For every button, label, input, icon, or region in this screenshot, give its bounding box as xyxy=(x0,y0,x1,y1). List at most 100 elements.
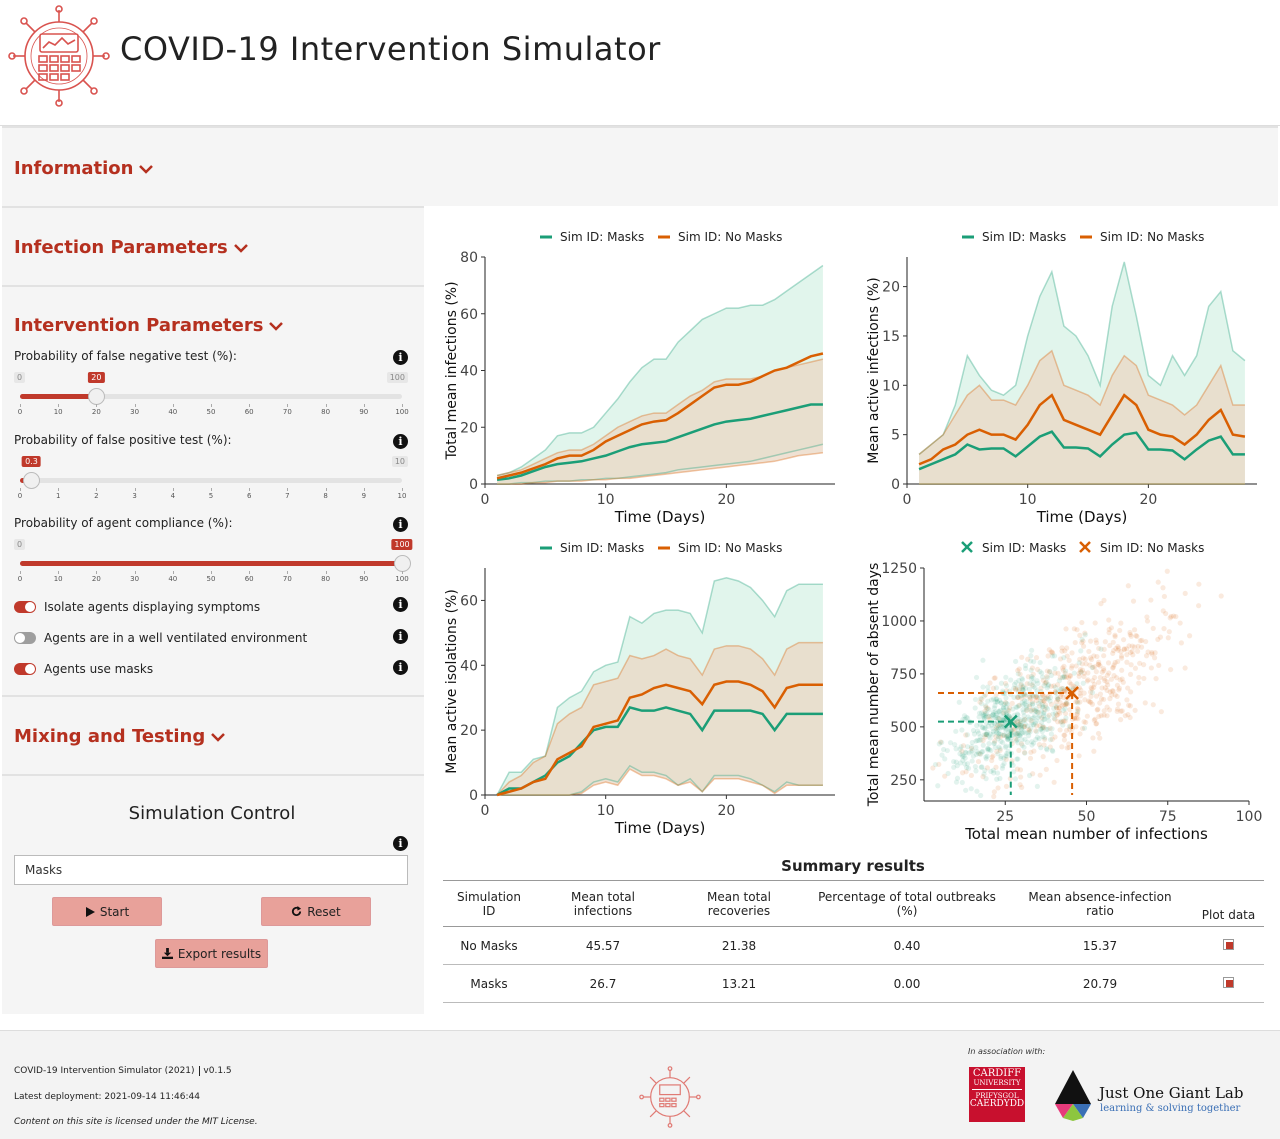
scatter-point xyxy=(1110,688,1116,694)
scatter-point xyxy=(954,763,960,769)
scatter-point xyxy=(1019,700,1025,706)
scatter-point xyxy=(1150,625,1156,632)
slider-tick-label: 100 xyxy=(395,408,409,416)
scatter-point xyxy=(941,746,947,753)
scatter-point xyxy=(1099,669,1105,675)
plot-data-checkbox[interactable] xyxy=(1223,976,1234,988)
scatter-point xyxy=(1014,694,1021,701)
scatter-point xyxy=(984,706,990,712)
scatter-point xyxy=(1005,736,1011,742)
simulation-id-input[interactable] xyxy=(14,855,408,885)
slider-track[interactable] xyxy=(20,394,402,399)
scatter-point xyxy=(1114,706,1121,712)
scatter-point xyxy=(1137,638,1143,644)
scatter-point xyxy=(951,764,957,770)
scatter-point xyxy=(1145,649,1151,655)
scatter-point xyxy=(1046,647,1052,653)
scatter-point xyxy=(1040,733,1046,740)
scatter-point xyxy=(1096,661,1102,667)
scatter-point xyxy=(1001,710,1007,716)
scatter-point xyxy=(991,789,997,795)
scatter-point xyxy=(1067,673,1074,679)
intervention-toggle[interactable]: Intervention Parameters xyxy=(14,315,284,336)
scatter-point xyxy=(1114,708,1120,715)
scatter-point xyxy=(983,731,989,737)
toggle-isolate[interactable]: Isolate agents displaying symptoms xyxy=(14,600,260,614)
info-icon[interactable]: i xyxy=(393,660,408,675)
scatter-point xyxy=(1018,682,1024,688)
scatter-points-no-masks xyxy=(930,568,1224,800)
information-toggle[interactable]: Information xyxy=(14,158,154,179)
scatter-point xyxy=(992,703,998,709)
y-tick-label: 10 xyxy=(882,378,900,394)
slider-tick-mark xyxy=(287,571,289,574)
scatter-point xyxy=(942,756,948,762)
scatter-point xyxy=(976,710,983,716)
compliance-slider[interactable]: 01001000102030405060708090100 xyxy=(14,539,413,585)
scatter-point xyxy=(1020,684,1026,690)
info-icon[interactable]: i xyxy=(393,350,408,365)
scatter-point xyxy=(1057,710,1063,716)
scatter-point xyxy=(1052,665,1058,672)
slider-handle[interactable] xyxy=(23,472,41,489)
slider-handle[interactable] xyxy=(394,555,411,572)
scatter-point xyxy=(1138,644,1145,650)
scatter-point xyxy=(997,775,1003,782)
scatter-point xyxy=(980,712,986,718)
legend-label: Sim ID: No Masks xyxy=(678,541,782,555)
upper-bound-masks xyxy=(496,264,824,477)
scatter-point xyxy=(983,710,990,717)
scatter-point xyxy=(1034,729,1040,735)
reset-button[interactable]: Reset xyxy=(261,897,371,926)
scatter-point xyxy=(1028,673,1035,680)
masks-switch[interactable] xyxy=(14,663,36,675)
scatter-point xyxy=(1084,713,1090,719)
isolate-switch[interactable] xyxy=(14,601,36,613)
scatter-point xyxy=(1078,687,1084,693)
info-icon[interactable]: i xyxy=(393,434,408,449)
plot-data-checkbox[interactable] xyxy=(1223,938,1234,950)
scatter-point xyxy=(961,753,967,759)
start-button[interactable]: Start xyxy=(52,897,162,926)
export-button[interactable]: Export results xyxy=(155,939,268,968)
slider-tick-mark xyxy=(211,571,212,574)
y-tick-label: 5 xyxy=(891,428,900,444)
mixing-toggle[interactable]: Mixing and Testing xyxy=(14,726,226,747)
ventilated-switch[interactable] xyxy=(14,632,36,644)
false-negative-slider[interactable]: 0 100 20 0 10 20 30 40 50 60 70 80 90 100 xyxy=(14,372,409,418)
scatter-point xyxy=(1005,707,1011,713)
scatter-point xyxy=(982,767,988,774)
info-icon[interactable]: i xyxy=(393,836,408,851)
scatter-point xyxy=(1040,674,1046,680)
slider-track[interactable] xyxy=(20,478,402,483)
scatter-point xyxy=(980,737,986,744)
info-icon[interactable]: i xyxy=(393,517,408,532)
scatter-point xyxy=(1031,659,1037,665)
info-icon[interactable]: i xyxy=(393,629,408,644)
scatter-point xyxy=(1101,708,1107,714)
scatter-point xyxy=(991,740,998,746)
toggle-ventilated[interactable]: Agents are in a well ventilated environm… xyxy=(14,631,307,645)
false-positive-slider[interactable]: 0 10 0.3 0 1 2 3 4 5 6 7 8 9 10 xyxy=(14,456,408,502)
scatter-point xyxy=(1062,668,1069,674)
scatter-point xyxy=(1046,669,1053,675)
slider-handle[interactable] xyxy=(88,388,106,405)
infection-toggle[interactable]: Infection Parameters xyxy=(14,237,248,258)
scatter-point xyxy=(995,726,1001,733)
header-cell: Percentage of total outbreaks (%) xyxy=(807,880,1007,927)
scatter-point xyxy=(1090,678,1096,684)
toggle-masks[interactable]: Agents use masks xyxy=(14,662,153,676)
scatter-point xyxy=(972,764,978,770)
scatter-point xyxy=(1125,583,1131,589)
scatter-point xyxy=(1016,724,1022,730)
scatter-point xyxy=(1116,687,1122,693)
scatter-point xyxy=(1008,735,1014,742)
scatter-point xyxy=(1056,708,1062,715)
scatter-point xyxy=(1005,735,1011,741)
info-icon[interactable]: i xyxy=(393,597,408,612)
scatter-point xyxy=(991,705,998,711)
scatter-point xyxy=(1029,715,1035,722)
scatter-point xyxy=(1078,648,1084,654)
scatter-point xyxy=(1030,692,1036,699)
scatter-point xyxy=(994,699,1000,705)
